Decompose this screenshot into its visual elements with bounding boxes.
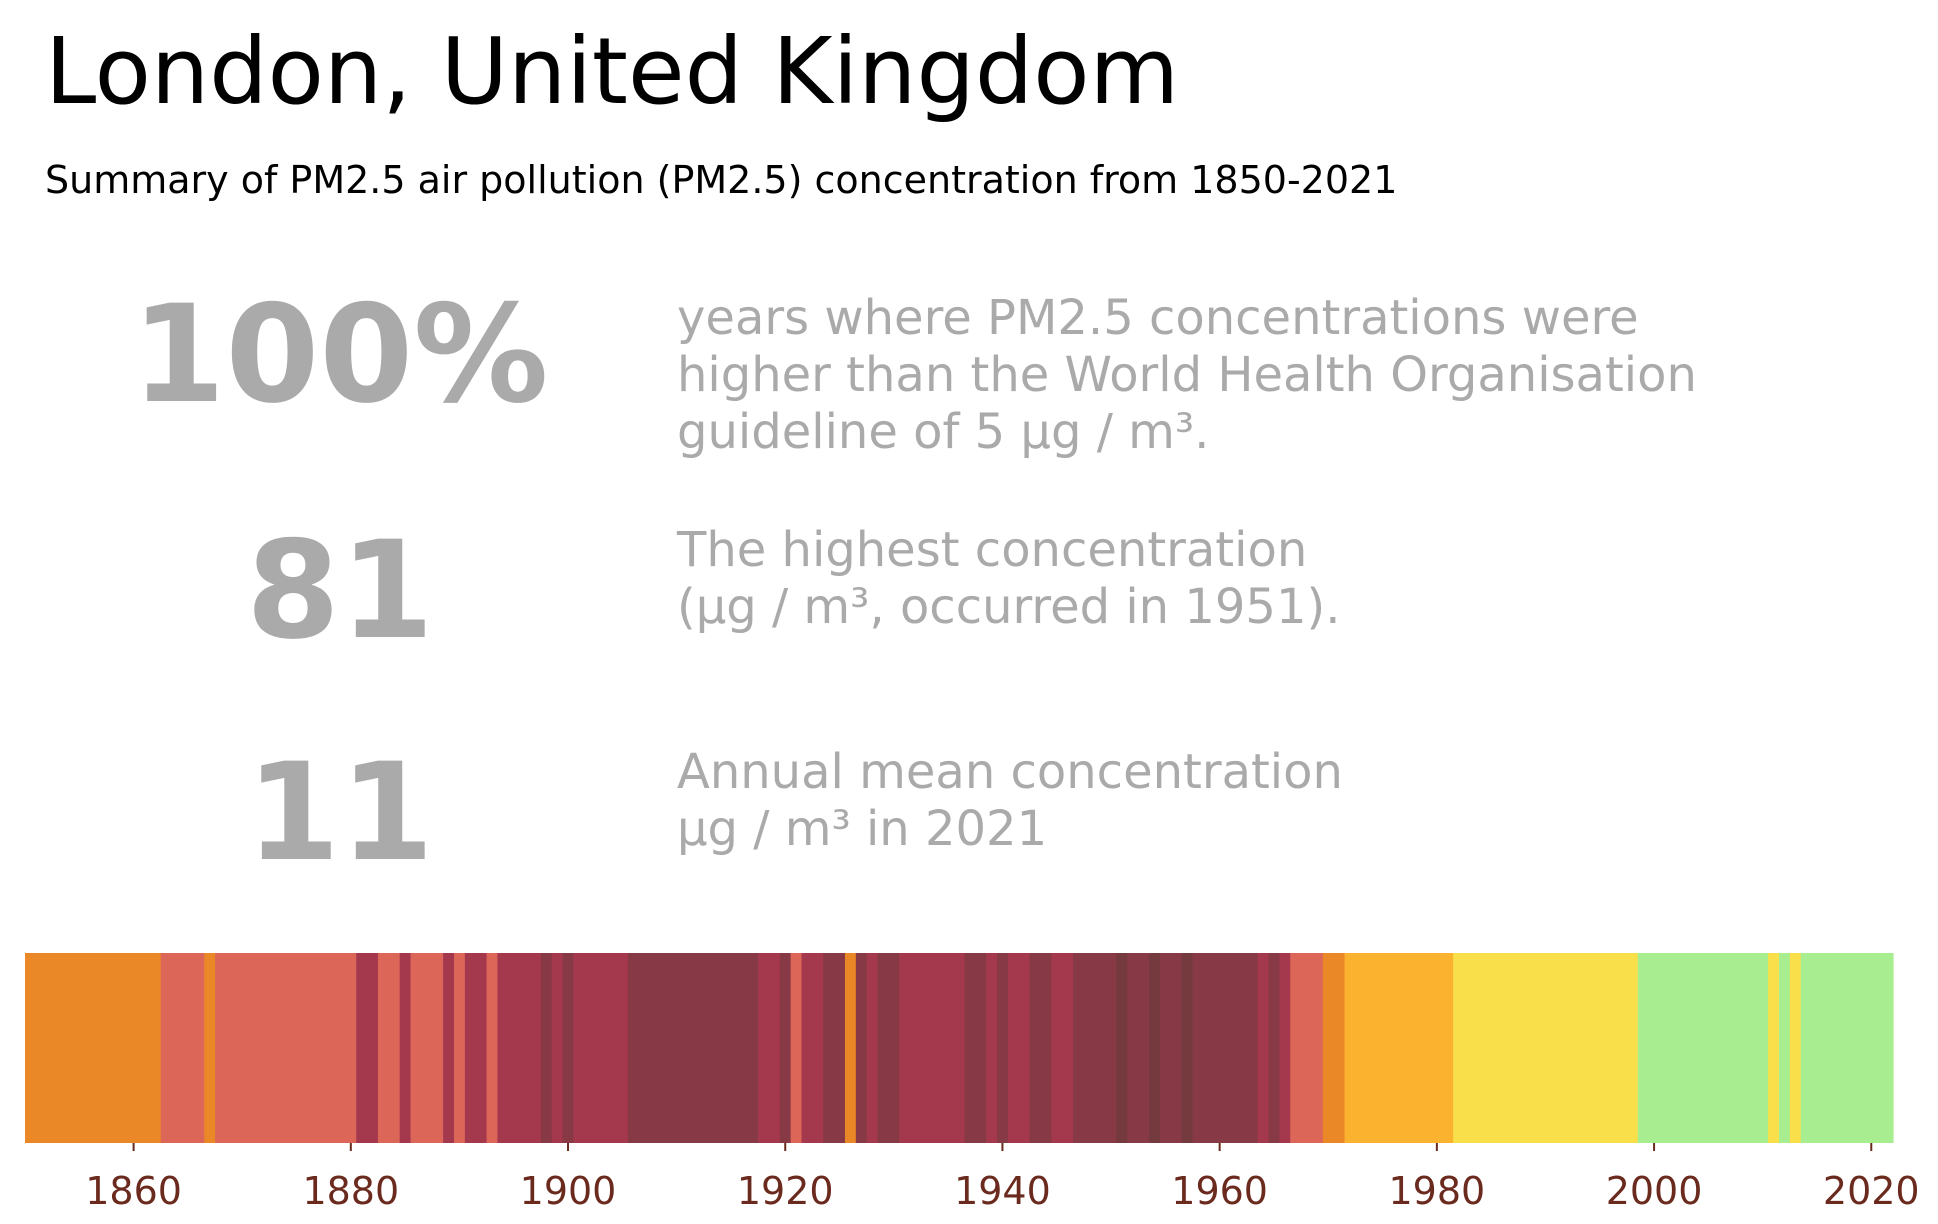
stripe-segment xyxy=(627,953,759,1143)
stat-desc-line: (µg / m³, occurred in 1951). xyxy=(677,579,1341,635)
stripe-segment xyxy=(410,953,444,1143)
stat-desc-percent-years: years where PM2.5 concentrations were hi… xyxy=(677,290,1697,461)
stripe-segment xyxy=(790,953,803,1143)
x-tick-label: 1900 xyxy=(520,1169,617,1213)
x-tick-label: 1960 xyxy=(1171,1169,1268,1213)
stat-desc-line: years where PM2.5 concentrations were xyxy=(677,290,1639,346)
stripe-segment xyxy=(540,953,553,1143)
stripe-segment xyxy=(1116,953,1128,1143)
stripe-segment xyxy=(1029,953,1052,1143)
stripe-segment xyxy=(356,953,379,1143)
stripe-segment xyxy=(964,953,987,1143)
x-tick-label: 1940 xyxy=(954,1169,1051,1213)
page-title: London, United Kingdom xyxy=(45,18,1180,125)
stat-value-percent-years: 100% xyxy=(131,276,549,433)
x-tick-label: 1920 xyxy=(737,1169,834,1213)
stripe-segment xyxy=(986,953,998,1143)
stripe-segment xyxy=(25,953,162,1143)
stripe-segment xyxy=(443,953,455,1143)
stripe-segment xyxy=(1290,953,1324,1143)
stat-desc-annual-mean: Annual mean concentration µg / m³ in 202… xyxy=(677,744,1343,858)
stripe-segment xyxy=(562,953,575,1143)
stripe-segment xyxy=(1637,953,1769,1143)
x-tick-label: 1980 xyxy=(1389,1169,1486,1213)
stripe-segment xyxy=(1800,953,1894,1143)
stripe-segment xyxy=(464,953,488,1143)
stripe-segment xyxy=(551,953,564,1143)
x-tick-label: 1880 xyxy=(302,1169,399,1213)
stat-desc-line: Annual mean concentration xyxy=(677,744,1343,800)
stripe-segment xyxy=(377,953,401,1143)
stripe-segment xyxy=(823,953,846,1143)
stripe-segment xyxy=(1192,953,1259,1143)
stripe-segment xyxy=(801,953,824,1143)
stripe-segment xyxy=(1051,953,1074,1143)
stat-value-annual-mean: 11 xyxy=(246,734,434,891)
stripe-segment xyxy=(453,953,466,1143)
stat-desc-line: The highest concentration xyxy=(677,522,1308,578)
stripe-segment xyxy=(497,953,542,1143)
stripe-segment xyxy=(1268,953,1280,1143)
stripe-segment xyxy=(1322,953,1346,1143)
stripe-segment xyxy=(1279,953,1291,1143)
stripe-segment xyxy=(997,953,1009,1143)
stripe-segment xyxy=(1127,953,1150,1143)
stripe-segment xyxy=(1778,953,1791,1143)
stripe-segment xyxy=(866,953,879,1143)
stripe-segment xyxy=(1159,953,1183,1143)
stat-desc-line: higher than the World Health Organisatio… xyxy=(677,347,1697,403)
page-subtitle: Summary of PM2.5 air pollution (PM2.5) c… xyxy=(45,158,1398,202)
stripe-segment xyxy=(1768,953,1780,1143)
stripe-segment xyxy=(204,953,216,1143)
stripe-segment xyxy=(1453,953,1639,1143)
stripe-segment xyxy=(844,953,857,1143)
x-tick-label: 2020 xyxy=(1823,1169,1920,1213)
stat-desc-line: µg / m³ in 2021 xyxy=(677,801,1048,857)
x-tick-label: 2000 xyxy=(1606,1169,1703,1213)
stripe-segment xyxy=(573,953,629,1143)
stripe-segment xyxy=(1344,953,1454,1143)
stat-desc-line: guideline of 5 µg / m³. xyxy=(677,404,1210,460)
stat-value-highest: 81 xyxy=(246,512,434,669)
stripe-segment xyxy=(1181,953,1194,1143)
stripe-segment xyxy=(215,953,357,1143)
stripe-segment xyxy=(1149,953,1161,1143)
stripe-segment xyxy=(399,953,412,1143)
stat-desc-highest: The highest concentration (µg / m³, occu… xyxy=(677,522,1341,636)
stripe-segment xyxy=(758,953,781,1143)
stripe-segment xyxy=(899,953,966,1143)
stripe-segment xyxy=(486,953,499,1143)
stripe-segment xyxy=(1073,953,1118,1143)
stripe-segment xyxy=(1257,953,1270,1143)
stripe-segment xyxy=(779,953,792,1143)
x-tick-label: 1860 xyxy=(85,1169,182,1213)
stripe-segment xyxy=(1007,953,1031,1143)
stripe-segment xyxy=(877,953,900,1143)
stripe-segment xyxy=(160,953,205,1143)
stripe-segment xyxy=(1789,953,1802,1143)
stripe-segment xyxy=(855,953,868,1143)
